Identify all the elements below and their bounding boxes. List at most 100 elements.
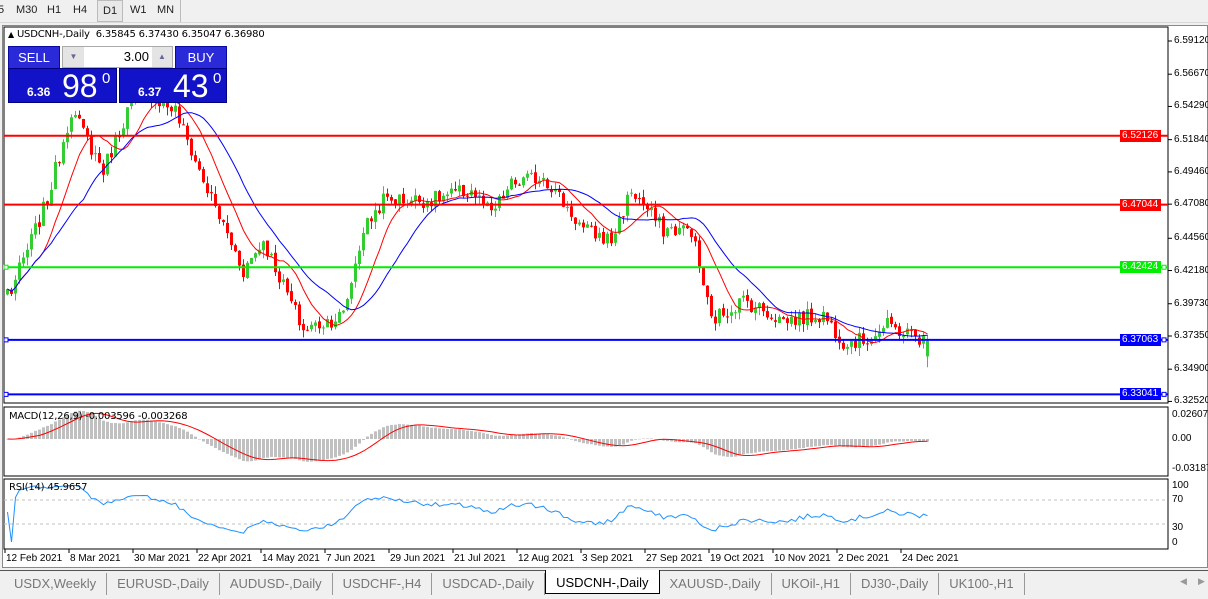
bull-candle (366, 218, 369, 235)
macd-histogram-bar (638, 438, 641, 440)
chart-tab[interactable]: USDX,Weekly (4, 573, 108, 595)
macd-histogram-bar (558, 436, 561, 439)
bear-candle (602, 232, 605, 244)
macd-histogram-bar (814, 439, 817, 447)
timeframe-h1[interactable]: H1 (47, 4, 62, 16)
macd-histogram-bar (194, 436, 197, 439)
price-axis-label: 6.34900 (1174, 363, 1208, 375)
sell-button[interactable]: SELL (8, 46, 60, 69)
macd-histogram-bar (486, 433, 489, 439)
bull-candle (358, 250, 361, 264)
macd-histogram-bar (238, 439, 241, 460)
symbol-title: USDCNH-,Daily (16, 29, 90, 40)
bear-candle (818, 319, 821, 323)
macd-histogram-bar (402, 424, 405, 439)
price-axis-label: 6.44560 (1174, 232, 1208, 244)
buy-price[interactable]: 6.37 43 0 (119, 68, 227, 104)
chart-window[interactable] (2, 25, 1208, 568)
lot-input[interactable]: 3.00 (123, 49, 149, 64)
bear-candle (574, 217, 577, 224)
bull-candle (254, 253, 257, 258)
bull-candle (618, 217, 621, 234)
bear-candle (110, 153, 113, 158)
macd-histogram-bar (426, 426, 429, 439)
bull-candle (630, 192, 633, 194)
bull-candle (270, 253, 273, 256)
macd-histogram-bar (774, 439, 777, 452)
bull-candle (542, 178, 545, 180)
macd-histogram-bar (842, 439, 845, 447)
macd-histogram-bar (454, 429, 457, 439)
bear-candle (490, 202, 493, 211)
chart-tab[interactable]: UKOil-,H1 (772, 573, 852, 595)
chart-tab[interactable]: XAUUSD-,Daily (660, 573, 772, 595)
chart-tab[interactable]: EURUSD-,Daily (107, 573, 220, 595)
macd-histogram-bar (270, 439, 273, 457)
macd-histogram-bar (386, 425, 389, 439)
macd-histogram-bar (466, 430, 469, 439)
macd-histogram-bar (146, 419, 149, 439)
timeframe-d1[interactable]: D1 (97, 0, 124, 22)
macd-histogram-bar (130, 421, 133, 439)
chart-tab[interactable]: USDCHF-,H4 (333, 573, 433, 595)
timeframe-h4[interactable]: H4 (73, 4, 88, 16)
macd-histogram-bar (322, 439, 325, 461)
bear-candle (914, 329, 917, 337)
bear-candle (702, 267, 705, 286)
timeframe-mn[interactable]: MN (157, 4, 175, 16)
timeframe-w1[interactable]: W1 (130, 4, 147, 16)
macd-histogram-bar (614, 439, 617, 447)
lot-decrease-icon[interactable]: ▼ (63, 47, 84, 67)
bull-candle (522, 177, 525, 186)
chart-tab[interactable]: USDCAD-,Daily (432, 573, 546, 595)
bull-candle (250, 257, 253, 264)
rsi-axis-0: 0 (1172, 537, 1178, 548)
macd-histogram-bar (178, 427, 181, 439)
macd-histogram-bar (118, 423, 121, 439)
macd-histogram-bar (174, 426, 177, 439)
tab-scroll-right-icon[interactable]: ▶ (1198, 576, 1205, 586)
macd-histogram-bar (690, 439, 693, 443)
macd-histogram-bar (250, 439, 253, 462)
date-axis-label: 10 Nov 2021 (774, 553, 831, 564)
lot-stepper[interactable]: ▼ 3.00 ▲ (62, 46, 173, 68)
macd-histogram-bar (42, 427, 45, 439)
collapse-triangle-icon[interactable]: ▲ (8, 30, 14, 39)
macd-histogram-bar (534, 433, 537, 439)
macd-histogram-bar (490, 434, 493, 439)
bull-candle (346, 299, 349, 311)
tab-scroll-left-icon[interactable]: ◀ (1180, 576, 1187, 586)
chart-tab[interactable]: AUDUSD-,Daily (220, 573, 333, 595)
bull-candle (50, 189, 53, 206)
timeframe-m30[interactable]: M30 (16, 4, 38, 16)
macd-histogram-bar (858, 439, 861, 447)
buy-button[interactable]: BUY (175, 46, 227, 69)
chart-tab[interactable]: DJ30-,Daily (851, 573, 940, 595)
level-handle-icon (3, 337, 9, 343)
macd-histogram-bar (666, 439, 669, 442)
bear-candle (318, 321, 321, 329)
chart-tab[interactable]: USDCNH-,Daily (545, 570, 660, 594)
macd-histogram-bar (914, 439, 917, 442)
lot-increase-icon[interactable]: ▲ (152, 47, 172, 67)
timeframe-m15[interactable]: 5 (0, 4, 5, 16)
macd-histogram-bar (782, 439, 785, 451)
bear-candle (266, 240, 269, 257)
macd-histogram-bar (110, 423, 113, 439)
bear-candle (698, 240, 701, 267)
chart-tab[interactable]: UK100-,H1 (939, 573, 1025, 595)
macd-histogram-bar (242, 439, 245, 461)
timeframe-toolbar: 5 M30 H1 H4 D1 W1 MN (0, 0, 1208, 23)
macd-histogram-bar (478, 432, 481, 439)
macd-histogram-bar (58, 419, 61, 439)
sell-price[interactable]: 6.36 98 0 (8, 68, 117, 104)
bull-candle (814, 319, 817, 323)
bull-candle (62, 142, 65, 164)
macd-histogram-bar (482, 433, 485, 439)
macd-histogram-bar (150, 420, 153, 439)
date-axis-label: 8 Mar 2021 (70, 553, 121, 564)
bull-candle (730, 312, 733, 316)
bear-candle (482, 195, 485, 205)
macd-histogram-bar (926, 439, 929, 442)
